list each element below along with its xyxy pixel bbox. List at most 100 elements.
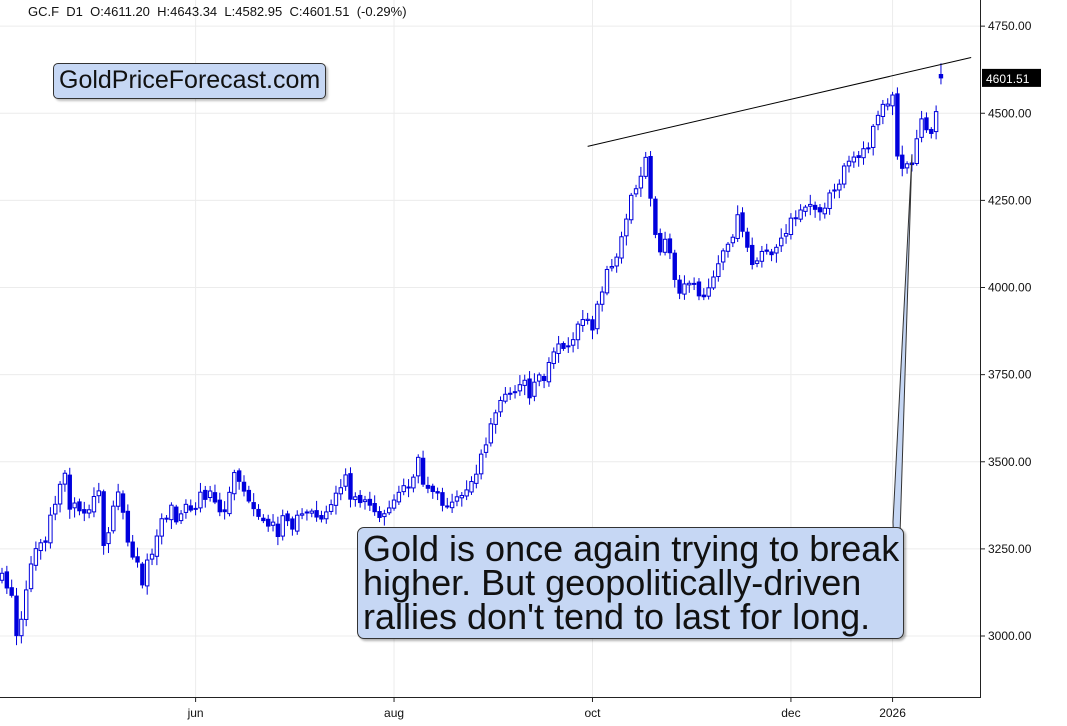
candle-body — [682, 283, 687, 295]
x-tick-label: oct — [584, 706, 601, 720]
candle-body — [551, 351, 556, 365]
candle-body — [938, 74, 944, 79]
candle-body — [614, 256, 619, 267]
candle-body — [314, 510, 319, 518]
candle-body — [658, 232, 663, 253]
candle-body — [72, 502, 77, 509]
candle-body — [207, 490, 213, 498]
candle-body — [299, 513, 305, 516]
candle-body — [871, 125, 876, 148]
candle-body — [677, 279, 682, 294]
candle-body — [754, 260, 760, 264]
candle-body — [4, 571, 10, 589]
candle-body — [711, 276, 716, 289]
candle-body — [232, 472, 237, 495]
candle-body — [266, 518, 271, 527]
candle-body — [895, 93, 900, 157]
candle-body — [178, 513, 184, 522]
callout-line-2: higher. But geopolitically-driven — [363, 562, 862, 603]
candle-body — [672, 252, 677, 280]
candle-body — [599, 291, 605, 305]
candle-body — [227, 491, 232, 515]
candle-body — [445, 505, 450, 508]
candle-body — [295, 514, 300, 532]
x-tick-label: aug — [384, 706, 404, 720]
candle-body — [159, 518, 164, 537]
candle-body — [164, 517, 169, 520]
candle-body — [783, 233, 789, 237]
candle-body — [488, 423, 494, 444]
candle-body — [798, 209, 803, 220]
low-value: L:4582.95 — [224, 4, 283, 19]
candle-body — [561, 342, 566, 349]
candle-body — [725, 243, 731, 252]
candle-body — [808, 203, 813, 207]
brand-label: GoldPriceForecast.com — [53, 63, 327, 99]
candle-body — [0, 572, 5, 581]
candle-body — [280, 515, 285, 537]
candle-body — [212, 492, 218, 503]
candle-body — [517, 384, 523, 392]
candle-body — [241, 481, 247, 492]
candle-body — [629, 194, 634, 221]
candle-body — [53, 503, 58, 515]
candle-body — [387, 507, 392, 514]
x-tick-label: 2026 — [879, 706, 906, 720]
candle-body — [720, 250, 726, 263]
candle-body — [803, 206, 808, 212]
candle-body — [396, 491, 402, 503]
candle-body — [609, 266, 615, 269]
timeframe-label: D1 — [66, 4, 83, 19]
high-value: H:4643.34 — [157, 4, 218, 19]
candle-body — [304, 511, 310, 514]
candle-body — [643, 156, 648, 177]
candle-body — [193, 507, 198, 510]
change-value: (-0.29%) — [356, 4, 407, 19]
candle-body — [929, 128, 934, 134]
candle-body — [769, 251, 774, 256]
candle-body — [478, 453, 484, 475]
candle-body — [696, 281, 702, 297]
last-price-tag — [982, 68, 1041, 87]
candle-body — [730, 236, 736, 244]
candle-body — [135, 556, 140, 563]
candle-body — [401, 485, 406, 493]
candle-body — [362, 499, 368, 503]
candle-body — [62, 472, 68, 485]
candle-body — [483, 444, 489, 453]
candle-body — [261, 517, 266, 522]
candle-body — [750, 244, 755, 266]
candle-body — [546, 361, 552, 383]
candle-body — [585, 318, 590, 321]
candle-body — [924, 117, 929, 131]
candle-body — [527, 378, 532, 399]
ohlc-header: GC.F D1 O:4611.20 H:4643.34 L:4582.95 C:… — [28, 4, 407, 19]
candle-body — [541, 375, 547, 382]
resistance-trendline — [587, 57, 972, 147]
candle-body — [648, 155, 653, 199]
candle-body — [420, 457, 426, 485]
candle-body — [435, 491, 440, 494]
candle-body — [508, 392, 513, 395]
candle-body — [169, 504, 174, 521]
candle-body — [183, 503, 189, 513]
candle-body — [459, 494, 465, 499]
candle-body — [900, 154, 905, 169]
candle-body — [638, 175, 644, 189]
symbol-label: GC.F — [28, 4, 60, 19]
y-tick-label: 4000.00 — [988, 281, 1032, 295]
candle-body — [735, 214, 740, 239]
candle-body — [309, 510, 314, 514]
candle-body — [154, 535, 160, 557]
candle-body — [106, 532, 111, 545]
candle-body — [566, 345, 571, 348]
candle-body — [856, 155, 861, 159]
candle-body — [111, 505, 116, 532]
candle-body — [391, 499, 397, 509]
y-tick-label: 3250.00 — [988, 542, 1032, 556]
candle-body — [43, 540, 48, 543]
candle-body — [662, 238, 668, 253]
candle-body — [140, 563, 145, 586]
y-tick-label: 3500.00 — [988, 455, 1032, 469]
candle-body — [324, 511, 329, 520]
